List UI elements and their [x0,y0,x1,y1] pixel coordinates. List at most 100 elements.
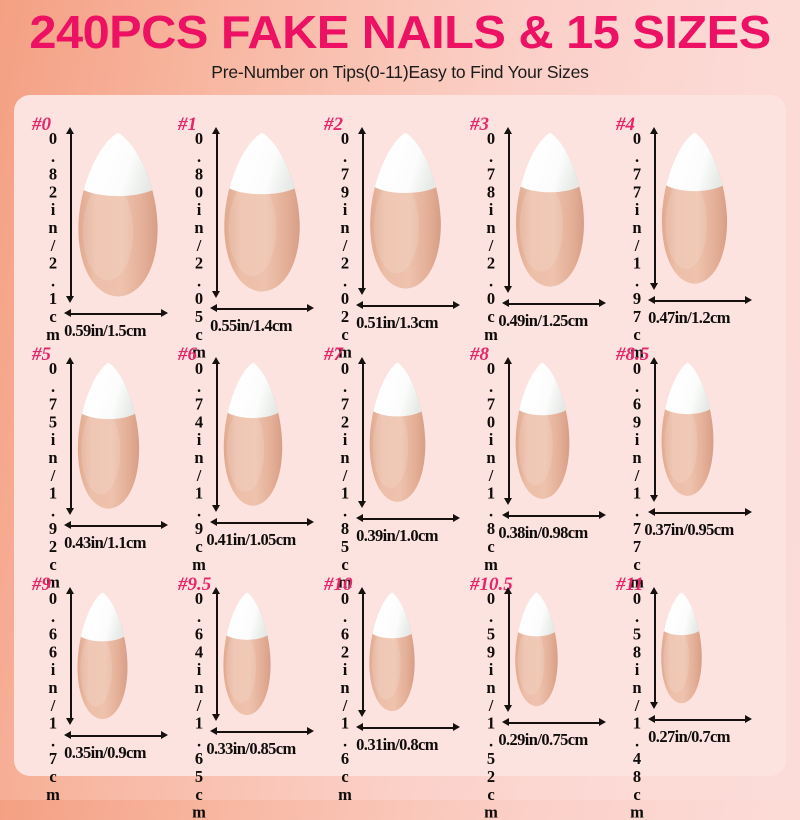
arrow-head-up [358,587,367,594]
arrow-head-right [745,296,752,305]
arrow-head-up [504,357,513,364]
arrow-head-up [66,357,75,364]
arrow-head-down [358,710,367,717]
arrow-head-up [650,127,659,134]
dimension-line-horizontal [69,735,163,737]
nail-width-text: 0.35in/0.9cm [64,743,146,762]
length-dimension-arrow [648,587,662,709]
arrow-head-up [650,357,659,364]
nail-width-text: 0.49in/1.25cm [498,311,588,330]
arrow-head-left [64,731,71,740]
arrow-head-left [502,299,509,308]
arrow-head-up [504,587,513,594]
arrow-head-down [358,288,367,295]
dimension-line-vertical [216,592,218,716]
fake-nail-image [368,591,416,713]
arrow-head-left [648,715,655,724]
width-dimension-arrow [648,294,752,307]
dimension-line-vertical [362,132,364,290]
width-dimension-arrow [64,729,168,742]
nail-size-cell: #2 0.79in/2.02cm 0.51in/1.3cm [320,103,466,361]
nail-size-label: #6 [178,344,197,365]
dimension-line-horizontal [653,512,747,514]
nail-width-text: 0.33in/0.85cm [206,739,296,758]
nail-size-label: #2 [324,114,343,135]
arrow-head-up [212,357,221,364]
dimension-line-vertical [70,592,72,720]
dimension-line-vertical [362,362,364,503]
arrow-head-down [66,508,75,515]
width-dimension-arrow [648,713,752,726]
arrow-head-up [66,587,75,594]
arrow-head-left [648,296,655,305]
arrow-head-up [66,127,75,134]
dimension-line-vertical [508,592,510,707]
nail-size-label: #5 [32,344,51,365]
dimension-line-horizontal [215,522,309,524]
nail-length-text: 0.62in/1.6cm [335,589,355,803]
size-row-1: #0 0.82in/2.1cm 0.59in/1.5cm #1 0.80in/2.05c… [14,103,786,361]
length-dimension-arrow [64,587,78,725]
dimension-line-horizontal [215,731,309,733]
width-dimension-arrow [356,721,460,734]
arrow-head-left [356,514,363,523]
header-banner: 240PCS FAKE NAILS & 15 SIZES Pre-Number … [0,0,800,83]
arrow-head-right [453,301,460,310]
nail-width-text: 0.37in/0.95cm [644,520,734,539]
nail-size-cell: #4 0.77in/1.97cm 0.47in/1.2cm [612,103,758,361]
arrow-head-down [504,498,513,505]
fake-nail-image [76,361,141,511]
size-row-2: #5 0.75in/1.92cm 0.43in/1.1cm #6 0.74in/1.9c… [14,333,786,591]
nail-width-text: 0.39in/1.0cm [356,526,438,545]
nail-size-cell: #9.5 0.64in/1.65cm 0.33in/0.85cm [174,563,320,820]
nail-size-label: #8.5 [616,344,650,365]
dimension-line-vertical [216,132,218,293]
width-dimension-arrow [64,307,168,320]
fake-nail-image [222,131,302,294]
dimension-line-horizontal [361,518,455,520]
nail-width-text: 0.41in/1.05cm [206,530,296,549]
arrow-head-up [212,127,221,134]
nail-length-text: 0.77in/1.97cm [627,129,647,361]
arrow-head-right [161,309,168,318]
fake-nail-image [514,131,586,289]
nail-width-text: 0.29in/0.75cm [498,730,588,749]
arrow-head-up [212,587,221,594]
nail-size-label: #3 [470,114,489,135]
dimension-line-horizontal [361,305,455,307]
arrow-head-left [356,723,363,732]
length-dimension-arrow [356,127,370,295]
nail-width-text: 0.59in/1.5cm [64,321,146,340]
arrow-head-right [599,511,606,520]
arrow-head-left [502,511,509,520]
width-dimension-arrow [356,512,460,525]
nail-size-cell: #1 0.80in/2.05cm 0.55in/1.4cm [174,103,320,360]
arrow-head-down [650,283,659,290]
dimension-line-vertical [508,362,510,500]
width-dimension-arrow [210,516,314,529]
arrow-head-down [212,291,221,298]
nail-width-text: 0.43in/1.1cm [64,533,146,552]
dimension-line-vertical [362,592,364,712]
nail-length-text: 0.70in/1.8cm [481,359,501,573]
arrow-head-right [453,514,460,523]
length-dimension-arrow [64,357,78,515]
fake-nail-image [76,591,129,721]
nail-length-text: 0.59in/1.52cm [481,589,501,820]
fake-nail-image [660,591,703,705]
nail-length-text: 0.78in/2.0cm [481,129,501,343]
page-subtitle: Pre-Number on Tips(0-11)Easy to Find You… [211,62,589,83]
nail-size-label: #9 [32,574,51,595]
arrow-head-right [307,518,314,527]
fake-nail-image [514,591,559,708]
arrow-head-right [745,508,752,517]
arrow-head-right [307,304,314,313]
nail-length-text: 0.75in/1.92cm [43,359,63,591]
dimension-line-horizontal [507,515,601,517]
arrow-head-left [64,309,71,318]
nail-length-text: 0.79in/2.02cm [335,129,355,361]
arrow-head-down [212,505,221,512]
arrow-head-down [66,718,75,725]
length-dimension-arrow [64,127,78,303]
width-dimension-arrow [64,519,168,532]
